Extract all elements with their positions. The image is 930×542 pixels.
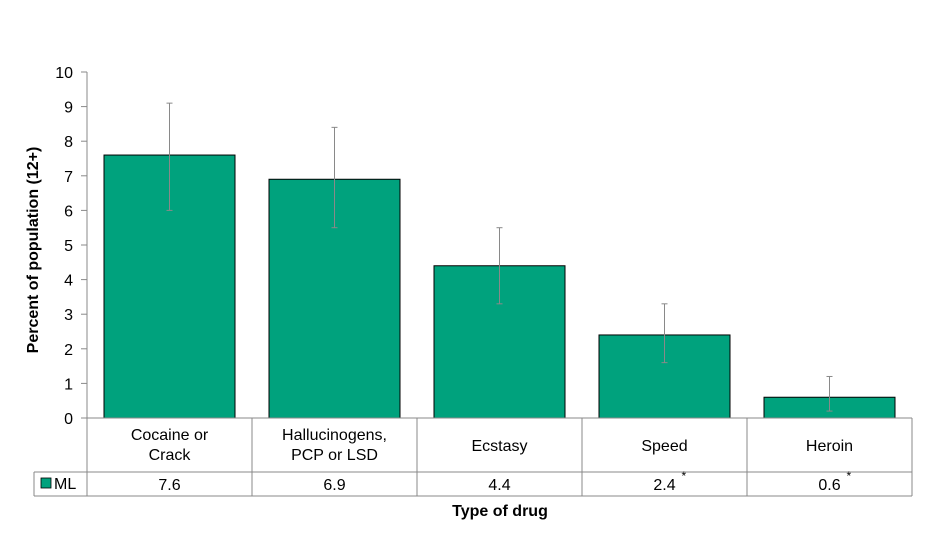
- y-tick-label: 6: [64, 203, 73, 220]
- value-label: 2.4: [653, 477, 675, 494]
- value-label: 6.9: [323, 477, 345, 494]
- value-flag: *: [847, 469, 852, 483]
- category-label: Heroin: [806, 438, 853, 455]
- y-axis-title: Percent of population (12+): [25, 147, 42, 354]
- x-axis-title: Type of drug: [452, 503, 548, 520]
- value-label: 0.6: [818, 477, 840, 494]
- y-tick-label: 7: [64, 169, 73, 186]
- value-flag: *: [682, 469, 687, 483]
- y-tick-label: 5: [64, 238, 73, 255]
- category-label: Cocaine or: [131, 427, 209, 444]
- y-tick-label: 3: [64, 307, 73, 324]
- category-label: PCP or LSD: [291, 447, 378, 464]
- legend-swatch: [40, 477, 52, 489]
- y-tick-label: 9: [64, 100, 73, 117]
- error-bars: [166, 102, 833, 412]
- value-label: 4.4: [488, 477, 510, 494]
- data-table: Cocaine or Crack Hallucinogens, PCP or LSD E…: [33, 417, 913, 497]
- y-axis: 0 1 2 3 4 5 6 7 8 9 10: [55, 65, 88, 428]
- y-tick-label: 4: [64, 273, 73, 290]
- category-label: Speed: [641, 438, 687, 455]
- legend-label: ML: [54, 476, 76, 493]
- y-tick-label: 2: [64, 342, 73, 359]
- category-label: Ecstasy: [471, 438, 527, 455]
- y-tick-label: 0: [64, 411, 73, 428]
- category-label: Crack: [149, 447, 192, 464]
- value-label: 7.6: [158, 477, 180, 494]
- y-tick-label: 8: [64, 134, 73, 151]
- y-tick-label: 1: [64, 376, 73, 393]
- y-tick-label: 10: [55, 65, 73, 82]
- category-label: Hallucinogens,: [282, 427, 387, 444]
